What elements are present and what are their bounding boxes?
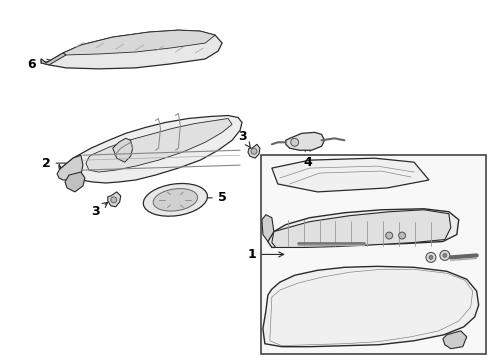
Polygon shape (57, 155, 83, 180)
Polygon shape (285, 132, 324, 150)
Circle shape (250, 148, 256, 154)
Text: 3: 3 (91, 202, 107, 218)
Polygon shape (107, 192, 121, 207)
Circle shape (442, 253, 446, 257)
Polygon shape (113, 138, 132, 162)
Text: 1: 1 (247, 248, 283, 261)
Polygon shape (65, 172, 85, 192)
Polygon shape (262, 215, 273, 242)
Text: 2: 2 (41, 157, 79, 170)
Polygon shape (442, 331, 466, 349)
Circle shape (111, 197, 117, 203)
Circle shape (398, 232, 405, 239)
Polygon shape (41, 30, 222, 69)
Polygon shape (247, 144, 260, 158)
Polygon shape (41, 53, 66, 65)
Circle shape (385, 232, 392, 239)
Text: 4: 4 (303, 146, 311, 168)
Text: 5: 5 (196, 192, 226, 204)
Circle shape (428, 255, 432, 260)
Polygon shape (267, 209, 458, 247)
Bar (261, 155, 485, 354)
Polygon shape (86, 118, 232, 172)
Polygon shape (271, 210, 450, 247)
Circle shape (439, 251, 449, 260)
Polygon shape (263, 266, 478, 347)
Circle shape (290, 138, 298, 146)
Polygon shape (63, 30, 215, 55)
Circle shape (425, 252, 435, 262)
Polygon shape (271, 158, 428, 192)
Ellipse shape (143, 184, 207, 216)
Text: 6: 6 (27, 58, 52, 71)
Polygon shape (59, 116, 242, 183)
Ellipse shape (153, 189, 197, 211)
Text: 3: 3 (237, 130, 250, 148)
